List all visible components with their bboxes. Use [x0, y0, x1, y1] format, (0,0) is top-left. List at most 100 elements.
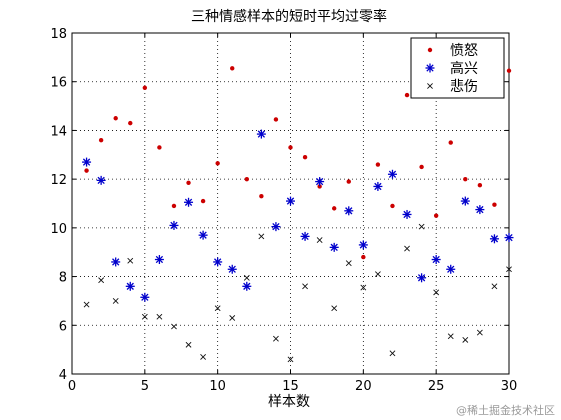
y-tick-label: 12: [50, 173, 67, 188]
x-tick-label: 10: [209, 379, 226, 394]
data-point-dot: [84, 168, 89, 173]
data-point-star: [96, 175, 106, 185]
data-point-star: [198, 230, 208, 240]
data-point-dot: [419, 164, 424, 170]
data-point-star: [402, 209, 412, 219]
watermark-text: @稀土掘金技术社区: [456, 404, 555, 417]
data-point-star: [111, 257, 121, 267]
legend-marker-star: [425, 63, 435, 73]
x-tick-label: 0: [68, 379, 76, 394]
data-point-dot: [230, 66, 235, 71]
y-tick-label: 8: [59, 271, 67, 286]
data-point-dot: [448, 140, 453, 145]
data-point-x: [447, 333, 454, 340]
data-point-dot: [215, 161, 220, 166]
y-tick-label: 10: [50, 222, 67, 237]
data-point-dot: [128, 120, 133, 126]
data-point-star: [315, 177, 325, 187]
data-point-star: [286, 196, 295, 206]
data-point-star: [489, 234, 499, 244]
data-point-dot: [302, 155, 308, 160]
legend-label: 愤怒: [450, 43, 478, 59]
y-tick-label: 6: [59, 319, 67, 334]
legend-marker-dot: [427, 47, 433, 53]
data-point-x: [127, 257, 134, 264]
data-point-star: [82, 157, 92, 167]
data-point-star: [373, 181, 383, 191]
data-point-dot: [317, 184, 322, 189]
data-point-x: [404, 245, 410, 252]
y-tick-label: 14: [50, 124, 67, 139]
data-point-dot: [171, 203, 177, 209]
data-point-x: [287, 356, 294, 363]
data-point-star: [271, 222, 281, 232]
data-point-dot: [273, 117, 279, 122]
data-point-x: [506, 266, 512, 273]
data-point-x: [258, 233, 265, 240]
data-point-star: [431, 255, 441, 265]
data-point-dot: [492, 202, 497, 207]
data-point-dot: [404, 92, 410, 98]
y-tick-label: 16: [50, 76, 67, 91]
x-tick-label: 20: [355, 379, 372, 394]
data-point-x: [273, 335, 279, 342]
data-point-dot: [433, 213, 439, 218]
data-point-x: [491, 283, 498, 290]
data-point-star: [184, 197, 194, 207]
data-point-x: [98, 277, 105, 284]
axis-ticks: 0 5 10 15 20 25 30 4 6 8 10 12 14 16 18: [50, 27, 517, 394]
data-point-star: [475, 205, 485, 215]
data-point-dot: [142, 85, 148, 91]
data-point-star: [140, 292, 150, 302]
data-point-x: [374, 271, 381, 278]
data-point-star: [300, 231, 310, 241]
x-tick-label: 30: [501, 379, 518, 394]
data-point-x: [331, 305, 338, 312]
data-point-star: [417, 273, 427, 283]
chart-title: 三种情感样本的短时平均过零率: [191, 8, 387, 25]
data-point-dot: [332, 206, 337, 211]
data-point-x: [141, 313, 148, 320]
data-point-x: [156, 313, 163, 320]
data-point-dot: [477, 183, 483, 188]
y-tick-label: 4: [59, 368, 67, 383]
data-point-dot: [244, 176, 249, 182]
data-point-x: [200, 354, 207, 360]
data-point-dot: [113, 116, 118, 121]
data-marks: [82, 66, 514, 363]
data-point-star: [504, 233, 514, 243]
data-point-x: [214, 305, 221, 312]
data-point-star: [242, 281, 252, 291]
data-point-x: [243, 274, 250, 281]
y-tick-label: 18: [50, 27, 67, 42]
legend-label: 高兴: [450, 60, 478, 77]
data-point-star: [460, 196, 470, 206]
data-point-dot: [259, 193, 264, 199]
x-tick-label: 15: [282, 379, 299, 394]
data-point-x: [418, 223, 425, 230]
data-point-x: [83, 301, 90, 308]
data-point-star: [344, 206, 354, 216]
data-point-star: [329, 242, 339, 252]
data-point-x: [360, 284, 367, 291]
data-point-dot: [375, 162, 381, 167]
legend-marker-x: [427, 83, 433, 89]
data-point-x: [229, 315, 236, 321]
data-point-dot: [506, 68, 512, 73]
data-point-x: [345, 260, 352, 267]
data-point-x: [302, 283, 308, 290]
grid: [72, 33, 509, 374]
data-point-x: [476, 329, 483, 336]
x-tick-label: 25: [428, 379, 445, 394]
data-point-x: [316, 237, 323, 243]
x-axis-label: 样本数: [268, 394, 310, 410]
data-point-dot: [346, 179, 351, 184]
data-point-star: [213, 257, 223, 267]
data-point-dot: [390, 203, 395, 209]
data-point-dot: [98, 137, 104, 143]
data-point-dot: [200, 198, 206, 204]
data-point-star: [227, 264, 237, 274]
data-point-star: [125, 281, 135, 291]
